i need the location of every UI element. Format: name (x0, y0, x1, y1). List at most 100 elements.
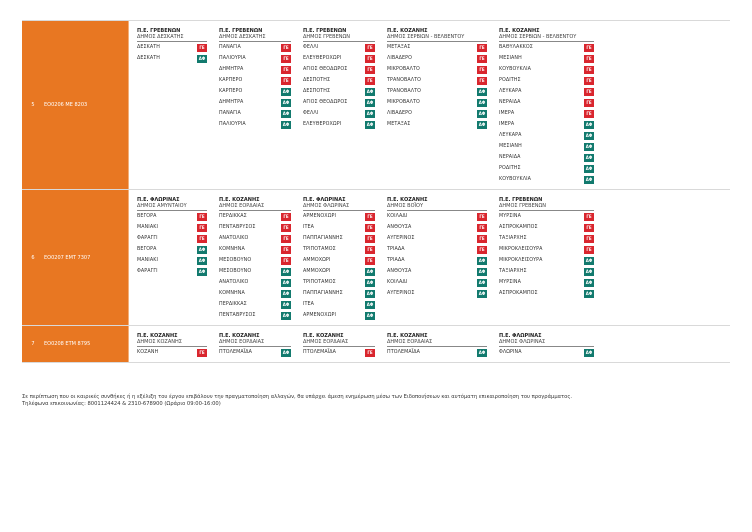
direction-badge: ΓΕ (281, 76, 291, 85)
stop-name: ΜΙΚΡΟΚΛΕΙΣΟΥΡΑ (499, 247, 543, 252)
stop-name: ΚΟΖΑΝΗ (137, 350, 159, 355)
stop-item: ΑΝΑΤΟΛΙΚΟ ΓΕ (219, 233, 291, 244)
direction-badge: ΓΕ (365, 234, 375, 243)
header-underline (219, 210, 291, 211)
stop-name: ΤΑΞΙΑΡΧΗΣ (499, 236, 527, 241)
region-label: Π.Ε. ΓΡΕΒΕΝΩΝ (137, 28, 181, 34)
stop-name: ΚΟΜΝΗΝΑ (219, 291, 245, 296)
column-header: Π.Ε. ΓΡΕΒΕΝΩΝ ΔΗΜΟΣ ΔΕΣΚΑΤΗΣ (219, 28, 291, 42)
direction-badge: ΓΕ (584, 54, 594, 63)
header-underline (499, 210, 594, 211)
stop-item: ΜΑΝΙΑΚΙ ΓΕ (137, 222, 207, 233)
route-cell: 7 ΕΟ0208 ΕΤΜ 8795 (22, 326, 129, 362)
stop-item: ΤΡΑΝΟΒΑΛΤΟ ΑΦ (387, 86, 487, 97)
direction-badge: ΓΕ (584, 245, 594, 254)
direction-badge: ΓΕ (584, 98, 594, 107)
stop-column: Π.Ε. ΚΟΖΑΝΗΣ ΔΗΜΟΣ ΣΕΡΒΙΩΝ - ΒΕΛΒΕΝΤΟΥ ΒΑΘ… (499, 28, 594, 185)
stop-item: ΒΕΓΟΡΑ ΑΦ (137, 244, 207, 255)
direction-badge: ΑΦ (584, 120, 594, 129)
column-header: Π.Ε. ΦΛΩΡΙΝΑΣ ΔΗΜΟΣ ΦΛΩΡΙΝΑΣ (499, 333, 594, 347)
direction-badge: ΓΕ (197, 234, 207, 243)
stop-item: ΑΜΜΟΧΩΡΙ ΓΕ (303, 255, 375, 266)
stop-name: ΜΕΣΟΒΟΥΝΟ (219, 258, 252, 263)
direction-badge: ΓΕ (477, 245, 487, 254)
direction-badge: ΓΕ (281, 54, 291, 63)
stop-item: ΜΕΤΑΞΑΣ ΓΕ (387, 42, 487, 53)
direction-badge: ΓΕ (477, 65, 487, 74)
stop-name: ΑΥΓΕΡΙΝΟΣ (387, 291, 415, 296)
direction-badge: ΓΕ (584, 43, 594, 52)
stop-name: ΠΕΡΔΙΚΚΑΣ (219, 302, 247, 307)
route-cell: 6 ΕΟ0207 ΕΜΤ 7307 (22, 190, 129, 325)
direction-badge: ΑΦ (197, 245, 207, 254)
stop-item: ΔΕΣΚΑΤΗ ΑΦ (137, 53, 207, 64)
stop-item: ΔΕΣΚΑΤΗ ΓΕ (137, 42, 207, 53)
stop-item: ΤΡΙΠΟΤΑΜΟΣ ΑΦ (303, 277, 375, 288)
stop-item: ΠΑΝΑΓΙΑ ΓΕ (219, 42, 291, 53)
stop-item: ΦΕΛΛΙ ΑΦ (303, 108, 375, 119)
stop-name: ΡΟΔΙΤΗΣ (499, 166, 521, 171)
stop-item: ΠΑΝΑΓΙΑ ΑΦ (219, 108, 291, 119)
stop-item: ΔΕΣΠΟΤΗΣ ΑΦ (303, 86, 375, 97)
stop-item: ΜΕΣΟΒΟΥΝΟ ΑΦ (219, 266, 291, 277)
stop-name: ΛΙΒΑΔΕΡΟ (387, 111, 413, 116)
stop-item: ΠΤΟΛΕΜΑΪΔΑ ΑΦ (387, 347, 487, 358)
direction-badge: ΓΕ (584, 76, 594, 85)
stop-name: ΑΥΓΕΡΙΝΟΣ (387, 236, 415, 241)
stop-item: ΜΙΚΡΟΒΑΛΤΟ ΓΕ (387, 64, 487, 75)
region-label: Π.Ε. ΓΡΕΒΕΝΩΝ (219, 28, 263, 34)
stop-name: ΦΑΡΑΓΓΙ (137, 269, 158, 274)
route-cell: 5 ΕΟ0206 ΜΕ 8203 (22, 21, 129, 189)
stop-name: ΤΑΞΙΑΡΧΗΣ (499, 269, 527, 274)
note-line-2: Τηλέφωνα επικοινωνίας: 8001124424 & 2310… (22, 401, 221, 407)
column-header: Π.Ε. ΚΟΖΑΝΗΣ ΔΗΜΟΣ ΒΟΪΟΥ (387, 197, 487, 211)
municipality-label: ΔΗΜΟΣ ΕΟΡΔΑΙΑΣ (387, 339, 433, 345)
stop-name: ΑΣΠΡΟΚΑΜΠΟΣ (499, 225, 538, 230)
stop-column: Π.Ε. ΦΛΩΡΙΝΑΣ ΔΗΜΟΣ ΦΛΩΡΙΝΑΣ ΑΡΜΕΝΟΧΩΡΙ ΓΕ Ι… (303, 197, 375, 321)
stop-item: ΙΜΕΡΑ ΓΕ (499, 108, 594, 119)
stop-item: ΚΟΥΒΟΥΚΛΙΑ ΓΕ (499, 64, 594, 75)
stop-item: ΤΡΙΠΟΤΑΜΟΣ ΓΕ (303, 244, 375, 255)
stop-name: ΜΙΚΡΟΚΛΕΙΣΟΥΡΑ (499, 258, 543, 263)
region-label: Π.Ε. ΚΟΖΑΝΗΣ (387, 333, 428, 339)
direction-badge: ΑΦ (584, 256, 594, 265)
direction-badge: ΑΦ (477, 267, 487, 276)
stop-item: ΠΤΟΛΕΜΑΪΔΑ ΓΕ (303, 347, 375, 358)
direction-badge: ΓΕ (584, 234, 594, 243)
direction-badge: ΑΦ (281, 348, 291, 357)
stop-name: ΑΓΙΟΣ ΘΕΟΔΩΡΟΣ (303, 100, 348, 105)
direction-badge: ΓΕ (477, 234, 487, 243)
stop-name: ΔΗΜΗΤΡΑ (219, 67, 244, 72)
direction-badge: ΓΕ (281, 223, 291, 232)
stop-column: Π.Ε. ΓΡΕΒΕΝΩΝ ΔΗΜΟΣ ΓΡΕΒΕΝΩΝ ΜΥΡΣΙΝΑ ΓΕ ΑΣΠΡ… (499, 197, 594, 321)
stop-item: ΑΓΙΟΣ ΘΕΟΔΩΡΟΣ ΑΦ (303, 97, 375, 108)
stop-item: ΜΙΚΡΟΚΛΕΙΣΟΥΡΑ ΑΦ (499, 255, 594, 266)
stop-item: ΑΥΓΕΡΙΝΟΣ ΑΦ (387, 288, 487, 299)
direction-badge: ΓΕ (281, 234, 291, 243)
stop-name: ΔΕΣΚΑΤΗ (137, 56, 161, 61)
stop-name: ΦΕΛΛΙ (303, 45, 319, 50)
municipality-label: ΔΗΜΟΣ ΔΕΣΚΑΤΗΣ (219, 34, 266, 40)
municipality-label: ΔΗΜΟΣ ΦΛΩΡΙΝΑΣ (303, 203, 350, 209)
direction-badge: ΑΦ (281, 300, 291, 309)
stop-column: Π.Ε. ΚΟΖΑΝΗΣ ΔΗΜΟΣ ΕΟΡΔΑΙΑΣ ΠΕΡΔΙΚΚΑΣ ΓΕ ΠΕΝ… (219, 197, 291, 321)
stop-item: ΚΑΡΠΕΡΟ ΑΦ (219, 86, 291, 97)
region-label: Π.Ε. ΚΟΖΑΝΗΣ (137, 333, 178, 339)
stop-name: ΔΗΜΗΤΡΑ (219, 100, 244, 105)
stop-item: ΑΜΜΟΧΩΡΙ ΑΦ (303, 266, 375, 277)
column-header: Π.Ε. ΓΡΕΒΕΝΩΝ ΔΗΜΟΣ ΓΡΕΒΕΝΩΝ (499, 197, 594, 211)
region-label: Π.Ε. ΚΟΖΑΝΗΣ (219, 333, 260, 339)
direction-badge: ΓΕ (197, 43, 207, 52)
direction-badge: ΓΕ (281, 43, 291, 52)
direction-badge: ΑΦ (584, 131, 594, 140)
direction-badge: ΓΕ (197, 212, 207, 221)
stop-column: Π.Ε. ΓΡΕΒΕΝΩΝ ΔΗΜΟΣ ΔΕΣΚΑΤΗΣ ΠΑΝΑΓΙΑ ΓΕ ΠΑΛΙ… (219, 28, 291, 185)
stop-column: Π.Ε. ΓΡΕΒΕΝΩΝ ΔΗΜΟΣ ΓΡΕΒΕΝΩΝ ΦΕΛΛΙ ΓΕ ΕΛΕΥΘΕ… (303, 28, 375, 185)
stop-name: ΜΕΤΑΞΑΣ (387, 45, 411, 50)
direction-badge: ΑΦ (477, 109, 487, 118)
stop-item: ΝΕΡΑΙΔΑ ΓΕ (499, 97, 594, 108)
direction-badge: ΑΦ (584, 164, 594, 173)
stop-name: ΡΟΔΙΤΗΣ (499, 78, 521, 83)
stop-name: ΜΙΚΡΟΒΑΛΤΟ (387, 100, 420, 105)
stop-name: ΤΡΑΝΟΒΑΛΤΟ (387, 89, 422, 94)
